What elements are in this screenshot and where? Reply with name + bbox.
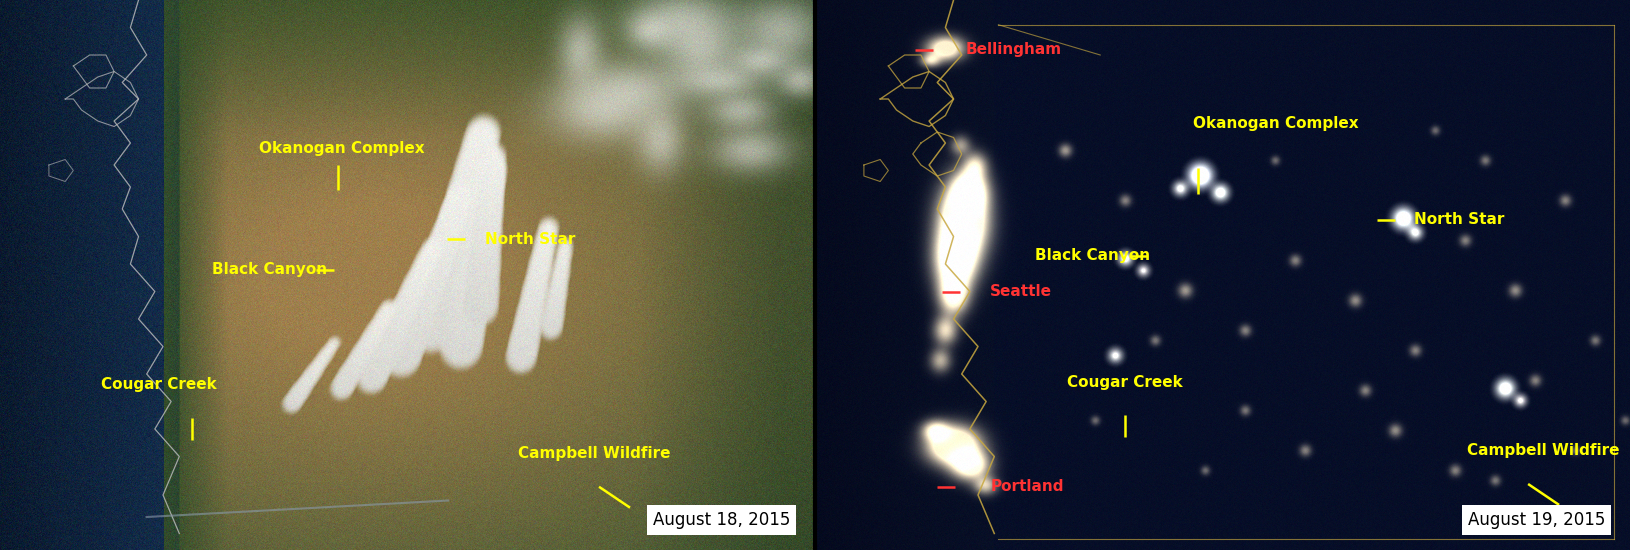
Text: August 19, 2015: August 19, 2015	[1469, 511, 1606, 529]
Text: Campbell Wildfire: Campbell Wildfire	[1467, 443, 1620, 459]
Text: Black Canyon: Black Canyon	[212, 262, 328, 277]
Text: Cougar Creek: Cougar Creek	[101, 377, 217, 393]
Text: North Star: North Star	[486, 232, 575, 247]
Text: Seattle: Seattle	[991, 284, 1053, 299]
Text: August 18, 2015: August 18, 2015	[654, 511, 791, 529]
Text: Black Canyon: Black Canyon	[1035, 248, 1151, 263]
Text: Okanogan Complex: Okanogan Complex	[259, 141, 425, 156]
Text: Campbell Wildfire: Campbell Wildfire	[518, 446, 670, 461]
Text: North Star: North Star	[1415, 212, 1504, 228]
Text: Portland: Portland	[991, 479, 1064, 494]
Text: Okanogan Complex: Okanogan Complex	[1193, 116, 1358, 131]
Text: Cougar Creek: Cougar Creek	[1066, 375, 1183, 390]
Text: Bellingham: Bellingham	[965, 42, 1061, 57]
